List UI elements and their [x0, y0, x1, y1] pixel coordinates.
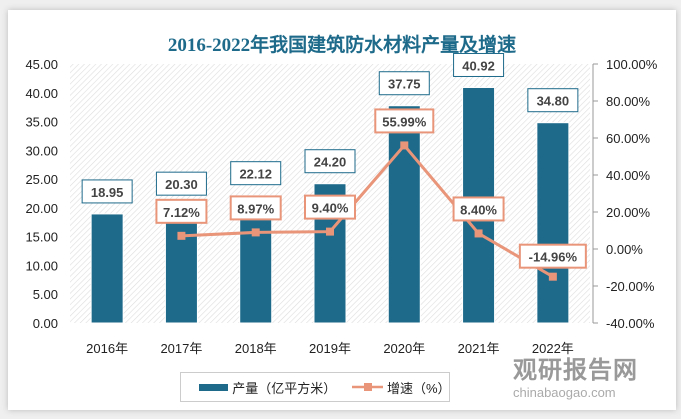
- growth-data-label: 9.40%: [312, 201, 349, 216]
- bar: [90, 213, 124, 324]
- growth-data-label: -14.96%: [529, 250, 578, 265]
- left-tick-label: 35.00: [25, 115, 58, 130]
- left-tick-label: 30.00: [25, 143, 58, 158]
- right-tick-label: 80.00%: [606, 94, 651, 109]
- right-tick-label: 0.00%: [606, 242, 643, 257]
- bar-data-label-box: [230, 161, 282, 186]
- left-tick-label: 20.00: [25, 201, 58, 216]
- x-tick-label: 2021年: [458, 341, 500, 356]
- right-tick-label: 20.00%: [606, 205, 651, 220]
- bar-data-label: 22.12: [239, 167, 272, 182]
- growth-data-label-box: [374, 108, 435, 134]
- growth-data-label: 8.97%: [237, 201, 274, 216]
- bar-data-label: 34.80: [537, 94, 570, 109]
- bar-data-label-box: [304, 149, 356, 174]
- bar-data-label-box: [453, 52, 505, 77]
- growth-data-label: 8.40%: [460, 202, 497, 217]
- x-tick-label: 2016年: [86, 341, 128, 356]
- growth-marker: [400, 141, 409, 150]
- left-tick-label: 15.00: [25, 230, 58, 245]
- growth-data-label-box: [518, 243, 587, 269]
- chart-title: 2016-2022年我国建筑防水材料产量及增速: [167, 35, 517, 56]
- bar: [164, 205, 198, 324]
- watermark-en: chinabaogao.com: [513, 385, 616, 400]
- growth-marker: [326, 227, 334, 236]
- line-marker-swatch-icon: [351, 383, 383, 391]
- legend-label: 增速（%）: [387, 380, 451, 396]
- bar-data-label-box: [378, 71, 430, 96]
- right-tick-label: 40.00%: [606, 168, 651, 183]
- legend-item-growth: 增速（%）: [351, 378, 451, 397]
- legend-label: 产量（亿平方米）: [232, 380, 337, 396]
- growth-data-label: 55.99%: [382, 114, 427, 129]
- bar-data-label: 20.30: [165, 177, 198, 192]
- watermark: 观研报告网 chinabaogao.com: [513, 350, 638, 400]
- right-tick-label: 60.00%: [606, 131, 651, 146]
- left-tick-label: 10.00: [25, 258, 58, 273]
- bar-data-label: 18.95: [91, 185, 124, 200]
- bar-swatch-icon: [199, 383, 229, 391]
- bar: [536, 122, 570, 324]
- left-tick-label: 25.00: [25, 172, 58, 187]
- legend: 产量（亿平方米） 增速（%）: [180, 372, 451, 402]
- left-tick-label: 40.00: [25, 86, 58, 101]
- legend-item-output: 产量（亿平方米）: [199, 378, 337, 397]
- bar: [387, 105, 421, 324]
- left-tick-label: 0.00: [33, 316, 58, 331]
- x-tick-label: 2022年: [532, 341, 574, 356]
- chart-svg: 0.00 5.00 10.00 15.00 20.00 25.00 30.00 35.00 40…: [25, 52, 658, 356]
- x-tick-label: 2020年: [383, 341, 425, 356]
- bar-data-label-box: [155, 171, 207, 196]
- left-tick-label: 45.00: [25, 57, 58, 72]
- chart-card: 2016-2022年我国建筑防水材料产量及增速 0.00 5.00 10.00 15.…: [8, 10, 676, 410]
- growth-data-label-box: [452, 196, 505, 222]
- growth-marker: [474, 229, 483, 238]
- bar-data-label-box: [527, 88, 579, 113]
- growth-marker: [251, 228, 260, 237]
- right-tick-label: -20.00%: [606, 279, 655, 294]
- growth-marker: [177, 231, 186, 240]
- right-tick-label: 100.00%: [606, 57, 658, 72]
- growth-marker: [548, 272, 557, 281]
- bar-data-label-box: [81, 179, 133, 204]
- growth-data-label-box: [229, 195, 282, 221]
- left-tick-label: 5.00: [33, 287, 58, 302]
- bar-data-label: 24.20: [314, 155, 347, 170]
- growth-data-label-box: [155, 198, 208, 224]
- bar-data-label: 37.75: [388, 77, 421, 92]
- growth-data-label-box: [304, 194, 356, 220]
- watermark-cn: 观研报告网: [513, 357, 638, 384]
- x-tick-label: 2018年: [235, 341, 277, 356]
- x-tick-label: 2019年: [309, 341, 351, 356]
- right-tick-label: -40.00%: [606, 316, 655, 331]
- x-tick-label: 2017年: [160, 341, 202, 356]
- growth-data-label: 7.12%: [163, 205, 200, 220]
- growth-line: [181, 143, 554, 278]
- bar-data-label: 40.92: [462, 58, 495, 73]
